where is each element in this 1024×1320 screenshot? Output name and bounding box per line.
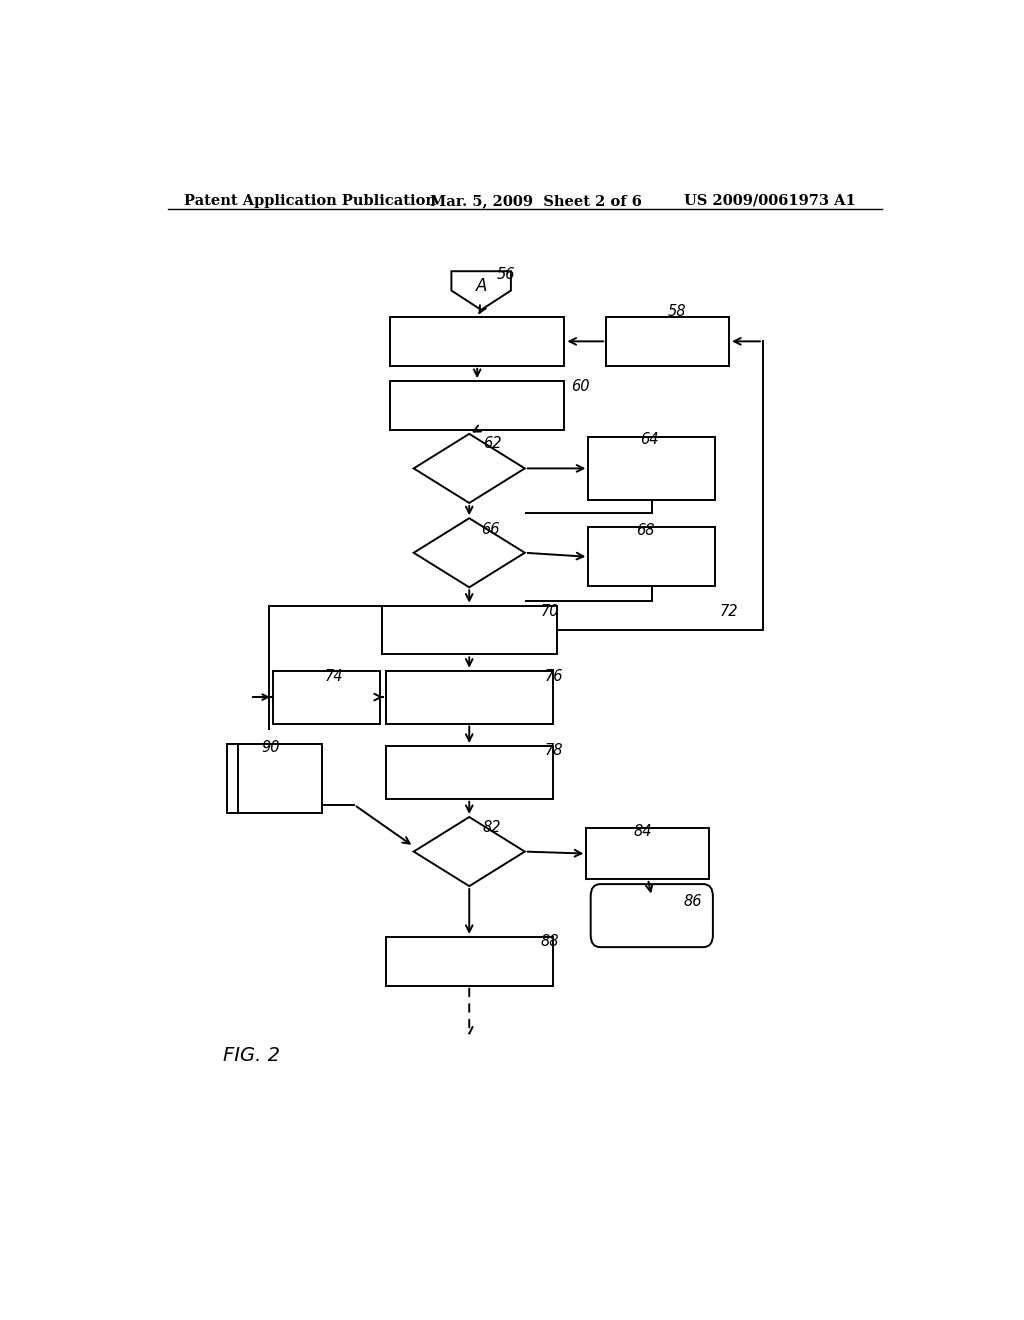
Text: 84: 84 bbox=[634, 825, 652, 840]
Text: 58: 58 bbox=[668, 304, 686, 319]
Text: 68: 68 bbox=[636, 523, 654, 537]
Polygon shape bbox=[452, 271, 511, 310]
Bar bbox=[382, 606, 557, 655]
Bar bbox=[272, 671, 380, 723]
Bar bbox=[386, 937, 553, 986]
Text: Patent Application Publication: Patent Application Publication bbox=[183, 194, 435, 209]
Text: 78: 78 bbox=[545, 743, 563, 758]
Text: 82: 82 bbox=[482, 820, 501, 836]
Polygon shape bbox=[414, 434, 524, 503]
Text: 72: 72 bbox=[719, 603, 737, 619]
Text: A: A bbox=[475, 277, 486, 296]
Text: 60: 60 bbox=[570, 379, 590, 395]
Bar bbox=[390, 381, 564, 430]
Bar bbox=[227, 744, 323, 813]
Text: 74: 74 bbox=[325, 669, 343, 684]
Text: 66: 66 bbox=[481, 521, 500, 536]
Bar bbox=[587, 828, 710, 879]
Bar bbox=[386, 746, 553, 799]
Bar bbox=[588, 528, 715, 586]
FancyBboxPatch shape bbox=[591, 884, 713, 948]
Text: 64: 64 bbox=[640, 432, 658, 447]
Text: 88: 88 bbox=[541, 935, 559, 949]
Text: Mar. 5, 2009  Sheet 2 of 6: Mar. 5, 2009 Sheet 2 of 6 bbox=[430, 194, 641, 209]
Bar bbox=[390, 317, 564, 366]
Bar bbox=[386, 671, 553, 723]
Text: 70: 70 bbox=[541, 603, 559, 619]
Text: 62: 62 bbox=[483, 436, 502, 451]
Text: 76: 76 bbox=[545, 669, 563, 684]
Text: 90: 90 bbox=[261, 741, 280, 755]
Text: 56: 56 bbox=[497, 268, 515, 282]
Bar bbox=[588, 437, 715, 500]
Text: 86: 86 bbox=[684, 894, 702, 908]
Polygon shape bbox=[414, 817, 524, 886]
Text: US 2009/0061973 A1: US 2009/0061973 A1 bbox=[684, 194, 855, 209]
Polygon shape bbox=[414, 519, 524, 587]
Bar bbox=[606, 317, 729, 366]
Text: FIG. 2: FIG. 2 bbox=[223, 1045, 281, 1065]
